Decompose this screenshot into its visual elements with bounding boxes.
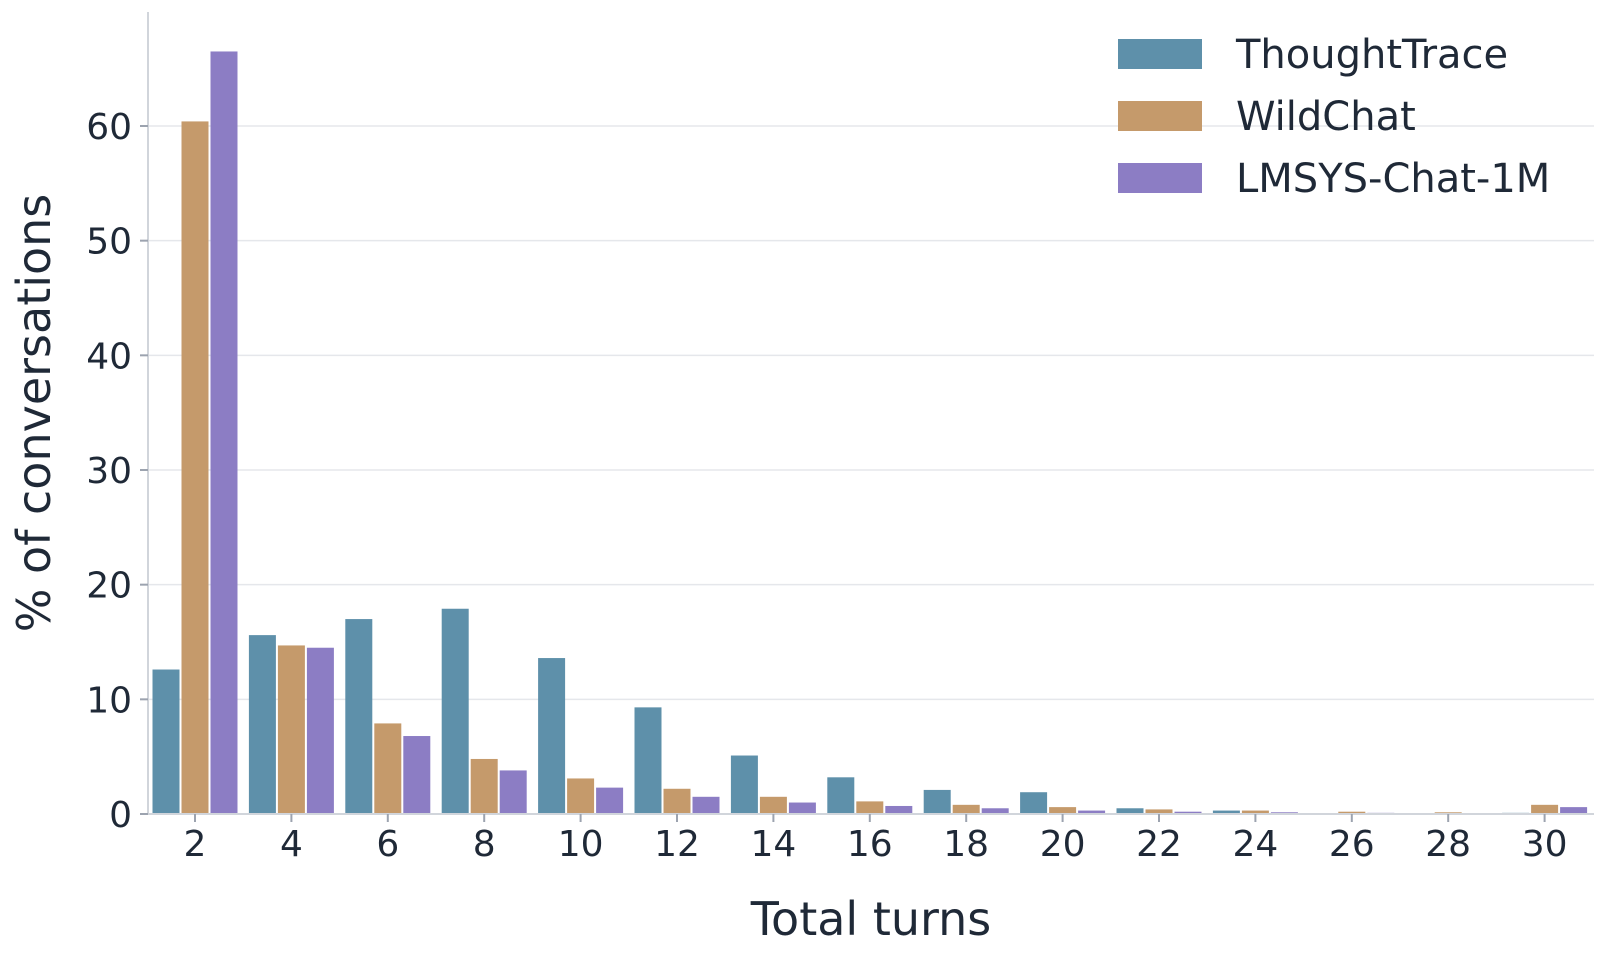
bar-lmsys-chat-1m-14 (788, 802, 816, 814)
y-tick-labels: 0 10 20 30 40 50 60 (86, 107, 148, 836)
legend-swatch (1118, 101, 1202, 131)
gridlines (148, 125, 1594, 701)
bar-lmsys-chat-1m-4 (306, 647, 334, 814)
x-tick-label: 4 (280, 824, 303, 865)
bar-thoughttrace-4 (248, 635, 276, 814)
x-tick-label: 16 (847, 824, 893, 865)
y-tick-label: 0 (109, 795, 132, 836)
axes (147, 12, 1594, 815)
bar-wildchat-16 (856, 801, 884, 814)
x-tick-label: 24 (1232, 824, 1278, 865)
x-tick-label: 18 (943, 824, 989, 865)
bar-wildchat-22 (1145, 809, 1173, 814)
bar-wildchat-24 (1241, 810, 1269, 814)
bar-wildchat-8 (470, 758, 498, 814)
x-tick-label: 20 (1040, 824, 1086, 865)
bar-lmsys-chat-1m-18 (981, 808, 1009, 814)
x-tick-label: 2 (184, 824, 207, 865)
y-axis-title: % of conversations (7, 194, 61, 633)
y-tick-label: 20 (86, 566, 132, 607)
legend-label: LMSYS-Chat-1M (1236, 156, 1550, 202)
bars (152, 51, 1588, 814)
x-tick-label: 14 (750, 824, 796, 865)
x-tick-label: 26 (1329, 824, 1375, 865)
bar-thoughttrace-8 (441, 608, 469, 814)
bar-thoughttrace-18 (923, 789, 951, 814)
legend-swatch (1118, 39, 1202, 69)
bar-thoughttrace-6 (345, 619, 373, 814)
bar-thoughttrace-10 (538, 658, 566, 814)
bar-lmsys-chat-1m-30 (1560, 807, 1588, 814)
bar-thoughttrace-24 (1212, 810, 1240, 814)
x-tick-label: 30 (1522, 824, 1568, 865)
x-axis-title: Total turns (750, 892, 991, 946)
x-tick-label: 6 (376, 824, 399, 865)
x-tick-label: 10 (558, 824, 604, 865)
bar-wildchat-6 (374, 723, 402, 814)
y-tick-label: 50 (86, 222, 132, 263)
bar-wildchat-18 (952, 804, 980, 814)
bar-thoughttrace-20 (1020, 792, 1048, 814)
bar-lmsys-chat-1m-10 (596, 787, 624, 814)
bar-wildchat-20 (1049, 807, 1077, 814)
bar-thoughttrace-12 (634, 707, 662, 814)
bar-wildchat-14 (759, 796, 787, 814)
bar-thoughttrace-16 (827, 777, 855, 814)
bar-wildchat-30 (1531, 804, 1559, 814)
legend-swatch (1118, 163, 1202, 193)
x-tick-label: 8 (473, 824, 496, 865)
legend-label: ThoughtTrace (1235, 32, 1508, 78)
bar-wildchat-12 (663, 788, 691, 814)
bar-lmsys-chat-1m-20 (1078, 810, 1106, 814)
bar-lmsys-chat-1m-2 (210, 51, 238, 814)
bar-lmsys-chat-1m-8 (499, 770, 527, 814)
legend: ThoughtTrace WildChat LMSYS-Chat-1M (1118, 32, 1550, 202)
bar-wildchat-26 (1338, 811, 1366, 814)
bar-lmsys-chat-1m-12 (692, 796, 720, 814)
bar-wildchat-2 (181, 121, 209, 814)
y-tick-label: 40 (86, 336, 132, 377)
y-tick-label: 60 (86, 107, 132, 148)
x-tick-label: 12 (654, 824, 700, 865)
bar-lmsys-chat-1m-22 (1174, 811, 1202, 814)
bar-thoughttrace-14 (730, 755, 758, 814)
x-tick-labels: 2 4 6 8 10 12 14 16 18 20 22 24 26 28 30 (184, 814, 1568, 865)
bar-lmsys-chat-1m-16 (885, 805, 913, 814)
bar-lmsys-chat-1m-6 (403, 736, 431, 814)
bar-wildchat-10 (567, 778, 595, 814)
y-tick-label: 30 (86, 451, 132, 492)
bar-thoughttrace-2 (152, 669, 180, 814)
legend-label: WildChat (1236, 94, 1416, 140)
y-tick-label: 10 (86, 680, 132, 721)
x-tick-label: 22 (1136, 824, 1182, 865)
bar-wildchat-4 (277, 645, 305, 814)
bar-thoughttrace-22 (1116, 808, 1144, 814)
x-tick-label: 28 (1425, 824, 1471, 865)
